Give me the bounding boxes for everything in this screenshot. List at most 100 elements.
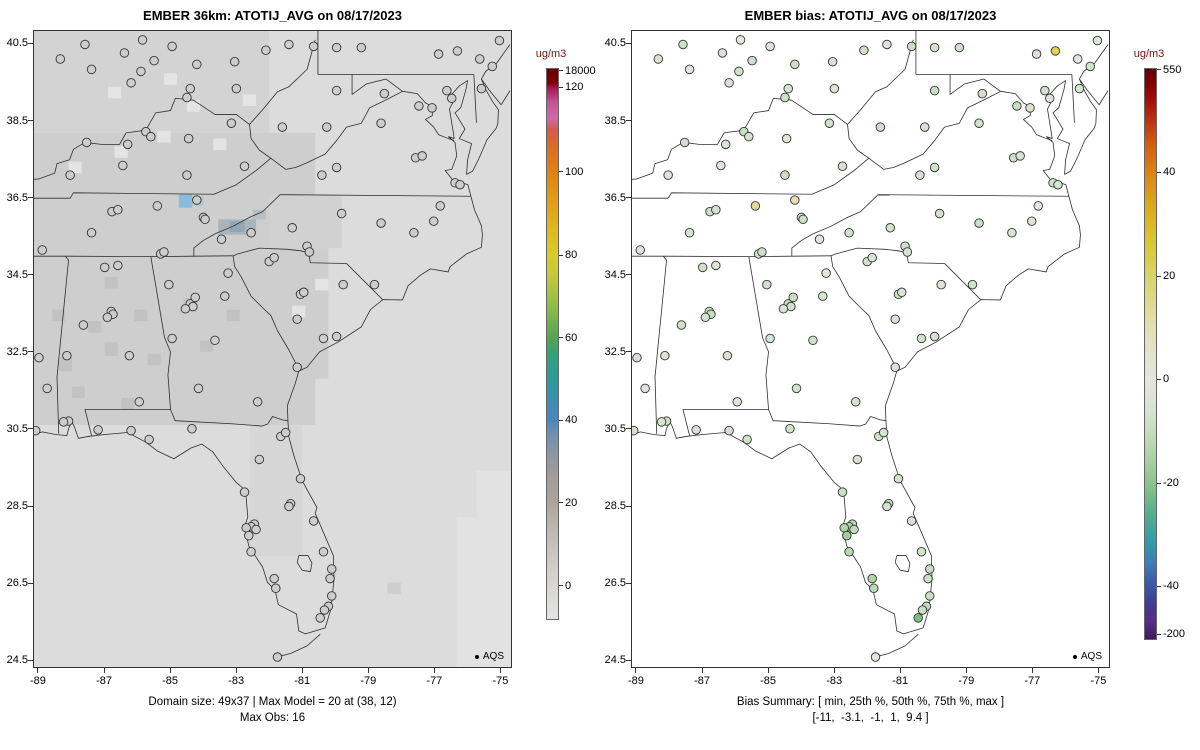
aqs-station-marker <box>223 268 233 278</box>
aqs-station-marker <box>920 122 930 132</box>
y-tick-label: 24.5 <box>604 654 626 667</box>
aqs-station-marker <box>126 78 136 88</box>
aqs-station-marker <box>65 170 75 180</box>
aqs-station-marker <box>80 39 90 50</box>
colorbar-tick-mark <box>559 171 563 173</box>
raster-cell <box>200 340 214 352</box>
aqs-station-marker <box>893 473 904 484</box>
aqs-station-marker <box>818 291 828 301</box>
map-boundary <box>232 255 300 370</box>
aqs-station-marker <box>757 247 767 257</box>
x-tick-label: -87 <box>96 675 112 687</box>
aqs-station-marker <box>136 66 146 77</box>
aqs-station-marker <box>269 573 279 584</box>
colorbar-tick-label: -200 <box>1163 628 1186 641</box>
aqs-station-marker <box>254 454 265 465</box>
aqs-station-marker <box>724 425 734 436</box>
aqs-station-marker <box>409 228 419 238</box>
raster-cell <box>226 309 240 322</box>
y-tick-mark <box>28 659 33 661</box>
aqs-station-marker <box>1050 46 1061 56</box>
map-boundary <box>232 247 384 300</box>
aqs-station-marker <box>788 292 798 303</box>
aqs-station-marker <box>916 333 927 344</box>
y-tick-label: 36.5 <box>6 191 28 204</box>
aqs-station-marker <box>1053 179 1063 190</box>
aqs-station-marker <box>750 201 761 211</box>
aqs-station-marker <box>102 312 113 323</box>
aqs-station-marker <box>915 170 925 180</box>
aqs-station-marker <box>99 262 110 273</box>
aqs-station-marker <box>200 214 210 225</box>
aqs-station-marker <box>231 83 242 94</box>
colorbar-tick-label: 0 <box>565 579 572 592</box>
aqs-station-marker <box>182 92 192 103</box>
aqs-station-marker <box>732 397 742 407</box>
y-tick-mark <box>28 505 33 507</box>
aqs-station-marker <box>790 59 800 70</box>
colorbar-tick-label: 60 <box>565 331 578 344</box>
aqs-station-marker <box>890 314 900 324</box>
x-tick-mark <box>499 668 501 673</box>
aqs-station-marker <box>187 424 197 434</box>
panel-bias: EMBER bias: ATOTIJ_AVG on 08/17/2023 AQS… <box>598 0 1198 750</box>
aqs-station-marker <box>433 49 444 59</box>
aqs-station-marker <box>55 54 66 64</box>
map-boundary <box>768 409 886 427</box>
colorbar-tick-mark <box>559 70 563 72</box>
aqs-station-marker <box>829 83 840 94</box>
raster-cell <box>213 138 227 151</box>
aqs-station-marker <box>660 350 670 361</box>
map-boundary <box>270 90 403 170</box>
aqs-station-marker <box>315 613 325 623</box>
raster-cell <box>68 161 82 174</box>
colorbar-tick-mark <box>1157 585 1161 587</box>
raster-cell <box>476 471 511 518</box>
aqs-station-marker <box>929 42 940 53</box>
y-tick-mark <box>626 505 631 507</box>
x-tick-label: -79 <box>360 675 377 687</box>
colorbar-tick-mark <box>1157 275 1161 277</box>
colorbar-tick-label: 0 <box>1163 373 1170 386</box>
map-boundary <box>170 409 288 427</box>
raster-cell <box>292 305 306 318</box>
colorbar-tick-label: 18000 <box>565 64 596 77</box>
aqs-station-marker <box>1012 101 1022 111</box>
aqs-station-marker <box>229 56 240 67</box>
x-tick-mark <box>235 668 237 673</box>
aqs-station-marker <box>216 234 227 244</box>
map-boundary <box>847 124 870 159</box>
colorbar-tick-mark <box>1157 482 1161 484</box>
aqs-station-marker <box>164 279 174 290</box>
x-tick-mark <box>169 668 171 673</box>
aqs-station-marker <box>929 85 940 96</box>
x-tick-label: -85 <box>162 675 179 687</box>
aqs-station-marker <box>824 118 835 128</box>
aqs-station-marker <box>852 454 863 465</box>
y-tick-mark <box>28 42 33 44</box>
bias-colorbar <box>1144 68 1157 640</box>
aqs-station-marker <box>317 170 327 180</box>
map-boundary <box>949 74 1001 95</box>
aqs-station-marker <box>144 434 154 445</box>
aqs-station-marker <box>765 333 775 344</box>
map-boundary <box>296 555 313 573</box>
aqs-station-marker <box>724 78 734 88</box>
raster-cell <box>229 221 245 232</box>
aqs-station-marker <box>192 195 202 205</box>
aqs-station-marker <box>325 573 335 584</box>
aqs-station-marker <box>916 547 927 557</box>
map-boundary <box>632 78 1097 635</box>
raster-cell <box>107 86 122 99</box>
y-tick-label: 34.5 <box>6 268 28 281</box>
x-tick-label: -85 <box>760 675 777 687</box>
y-tick-mark <box>626 42 631 44</box>
aqs-station-marker <box>762 279 772 290</box>
map-boundary <box>193 194 281 257</box>
panel-model: EMBER 36km: ATOTIJ_AVG on 08/17/2023 AQS… <box>6 8 596 724</box>
raster-cell <box>456 517 511 667</box>
map-boundary <box>213 157 272 195</box>
aqs-station-marker <box>93 425 103 435</box>
y-tick-mark <box>626 197 631 199</box>
aqs-station-marker <box>974 118 984 128</box>
